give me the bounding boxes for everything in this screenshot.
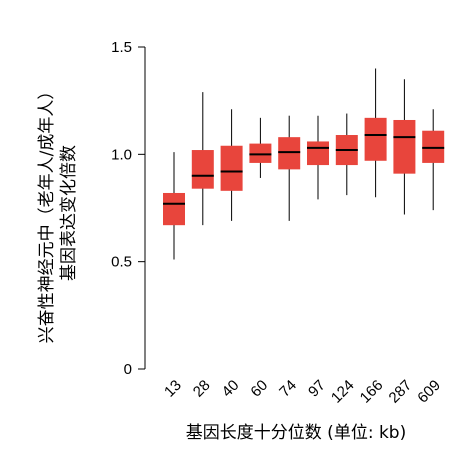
box-609 [422,109,445,211]
box-40 [220,109,243,221]
y-tick-label: 1.5 [111,39,132,56]
box-287 [393,79,416,215]
x-tick-label: 13 [161,377,185,401]
box-series [163,68,445,260]
x-tick-label: 60 [247,377,271,401]
x-tick-label: 40 [219,377,243,401]
y-axis-title-line-1: 兴奋性神经元中（老年人/成年人） [37,83,57,344]
box-28 [191,92,214,226]
iqr-box [220,145,243,191]
x-axis-title: 基因长度十分位数 (单位: kb) [186,423,406,443]
x-tick-label: 609 [414,377,444,407]
x-axis-tick-labels: 13 28 40 60 74 97 124 166 287 609 [161,377,444,407]
x-tick-label: 28 [190,377,214,401]
iqr-box [364,117,387,161]
box-97 [307,115,329,200]
y-axis-title-line-2: 基因表达变化倍数 [59,145,79,281]
iqr-box [307,141,329,166]
iqr-box [191,150,214,189]
y-tick-label: 0.5 [111,254,132,271]
iqr-box [278,137,301,170]
x-tick-label: 74 [276,377,300,401]
x-tick-label: 166 [357,377,387,407]
y-axis: 0 0.5 1.0 1.5 [111,39,146,378]
iqr-box [163,192,185,226]
box-124 [335,113,358,196]
box-74 [278,115,301,221]
box-166 [364,68,387,198]
iqr-box [422,130,445,163]
box-13 [163,152,185,260]
y-tick-label: 0 [124,361,132,378]
x-tick-label: 124 [328,377,358,407]
x-tick-label: 97 [305,377,329,401]
y-tick-label: 1.0 [111,146,132,163]
iqr-box [393,119,416,174]
iqr-box [249,143,272,163]
x-tick-label: 287 [386,377,416,407]
box-60 [249,117,272,178]
